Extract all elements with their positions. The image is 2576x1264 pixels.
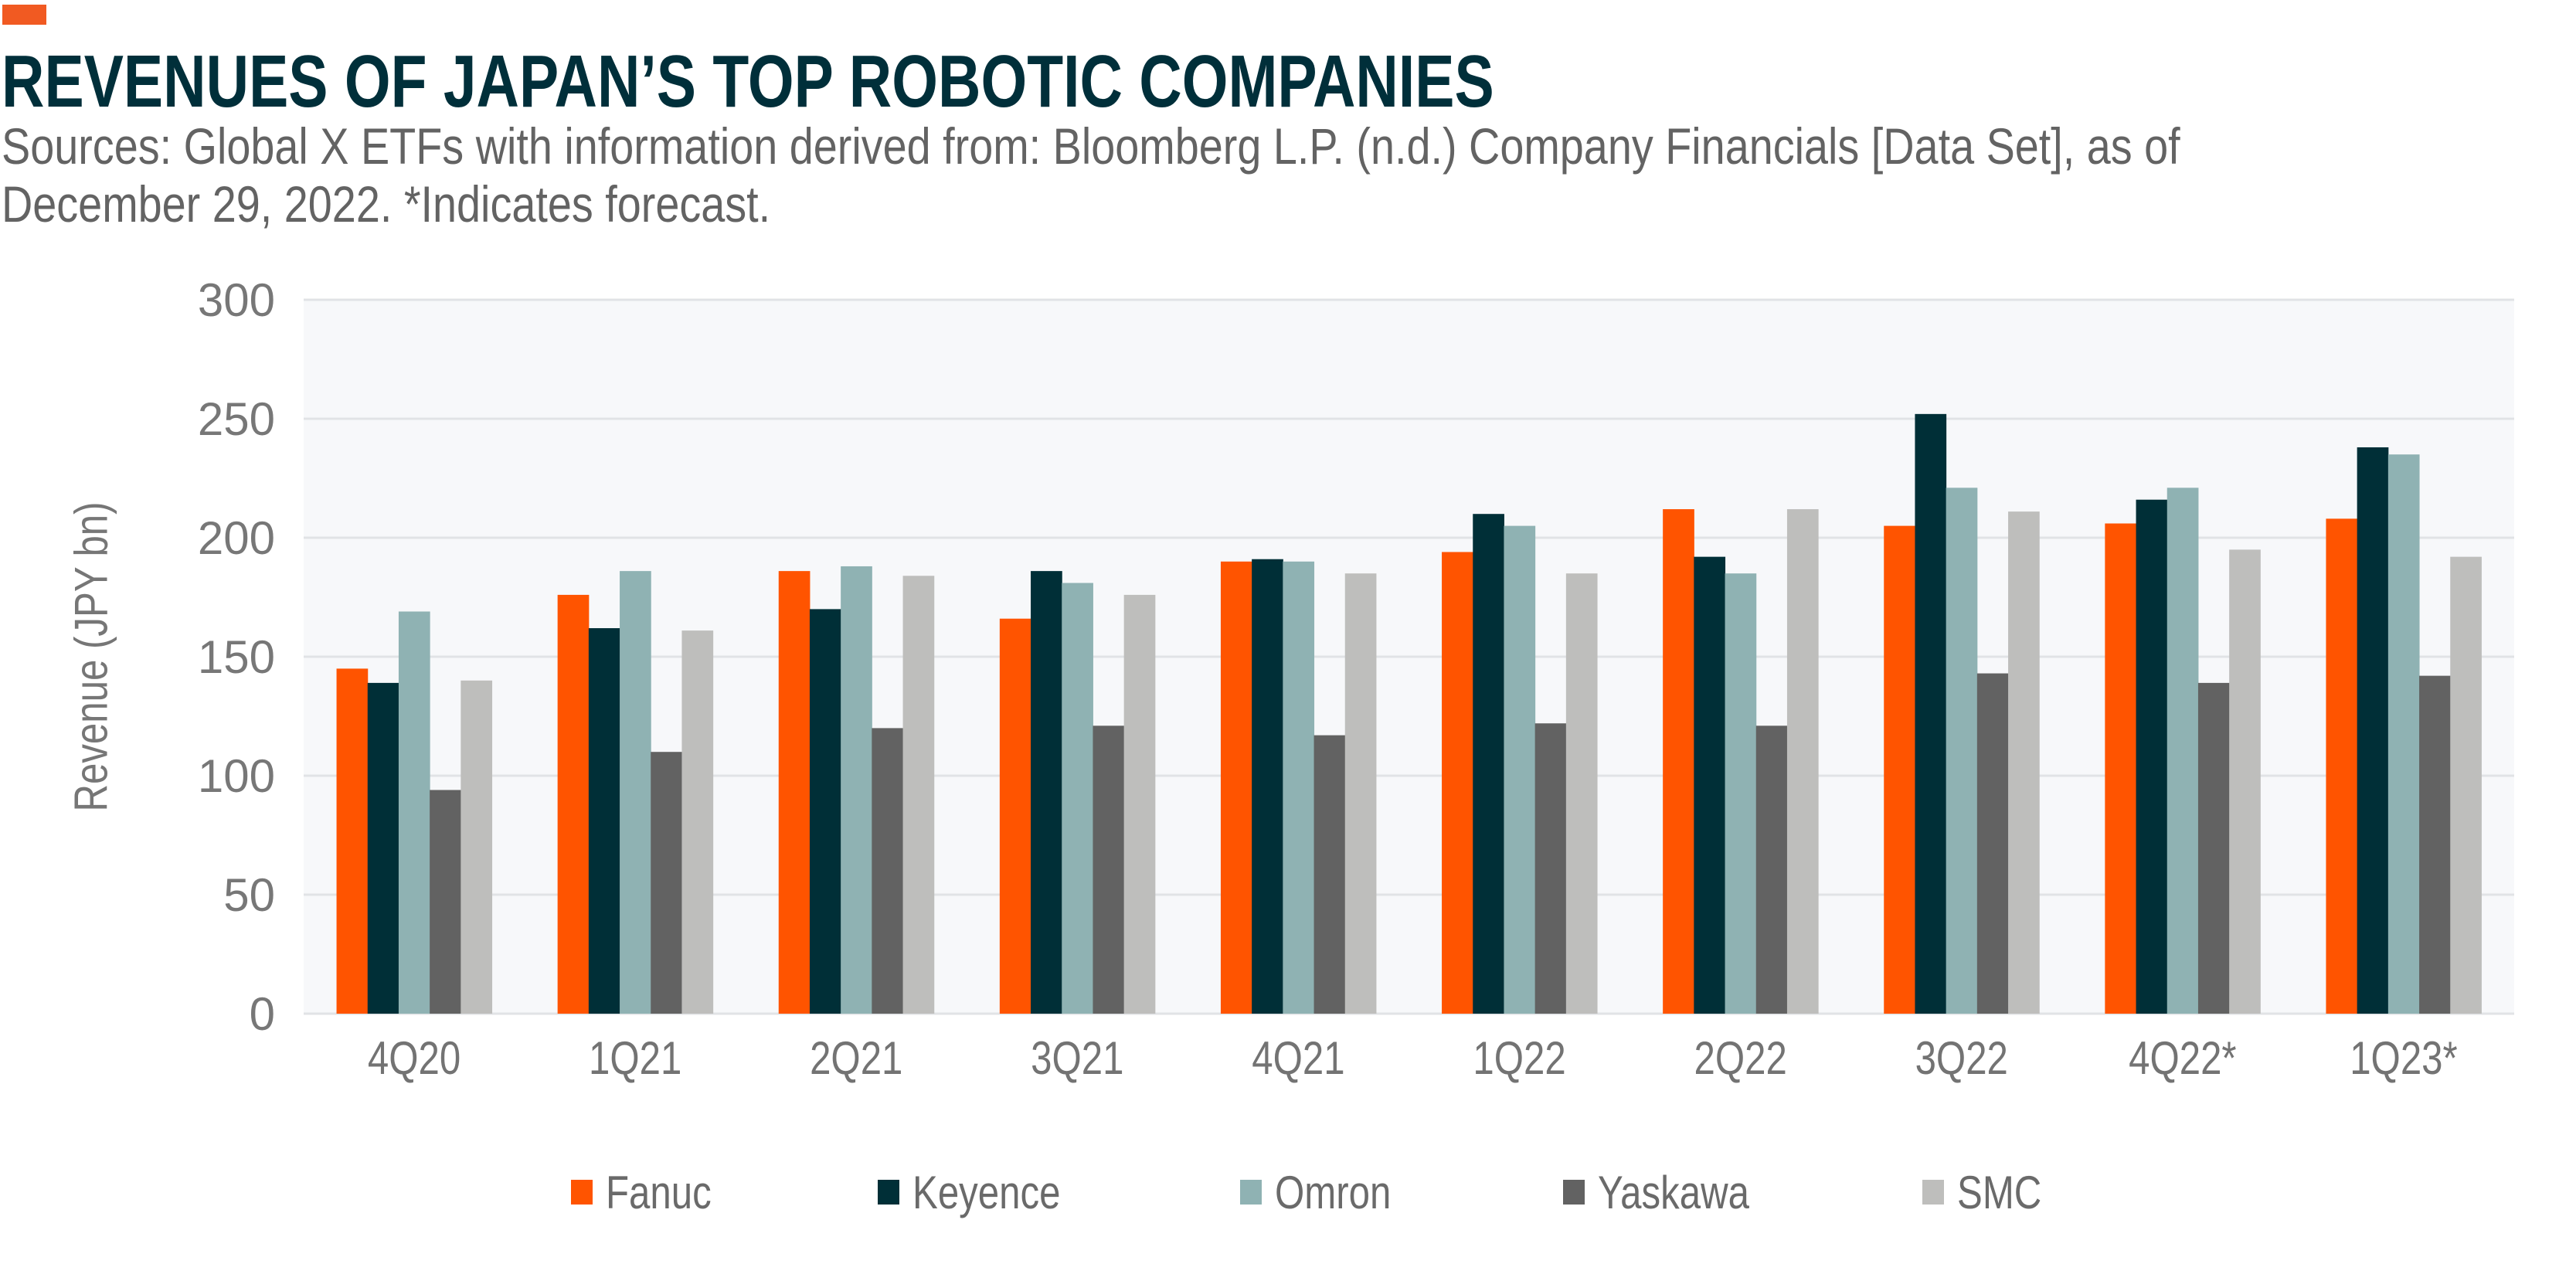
bar-fanuc-4q21 [1220,561,1252,1014]
x-tick-label: 1Q23* [2350,1031,2457,1084]
legend-label: Yaskawa [1598,1166,1749,1218]
legend-swatch-icon [1563,1180,1585,1205]
legend-swatch-icon [1240,1180,1262,1205]
bar-omron-2q22 [1725,573,1757,1014]
bar-omron-1q23 [2387,454,2420,1014]
legend-swatch-icon [571,1180,593,1205]
bar-fanuc-2q22 [1663,509,1694,1014]
legend-label: Keyence [912,1166,1061,1218]
bar-omron-2q21 [841,566,872,1014]
x-tick-label: 1Q22 [1473,1031,1565,1084]
bar-yaskawa-1q23 [2419,675,2451,1014]
bar-yaskawa-4q20 [430,790,461,1014]
y-tick-label: 100 [198,750,275,802]
legend-item-fanuc: Fanuc [571,1165,735,1219]
bar-yaskawa-2q21 [872,728,904,1014]
bar-yaskawa-2q22 [1755,725,1788,1014]
bar-omron-3q22 [1946,488,1978,1014]
legend-label: Omron [1275,1166,1392,1218]
bar-omron-4q20 [398,611,430,1014]
bar-fanuc-2q21 [778,571,811,1014]
x-tick-label: 1Q21 [589,1031,681,1084]
y-tick-label: 50 [223,869,275,921]
legend-swatch-icon [1922,1180,1944,1205]
bar-smc-3q22 [2008,511,2040,1014]
bar-smc-4q20 [460,680,493,1014]
y-tick-label: 250 [198,393,275,445]
bar-keyence-3q21 [1031,571,1062,1014]
bars [336,413,2482,1014]
bar-fanuc-1q23 [2326,518,2358,1014]
bar-fanuc-3q21 [999,618,1031,1014]
legend: Fanuc Keyence Omron Yaskawa SMC [0,1165,2576,1219]
bar-smc-1q22 [1565,573,1598,1014]
legend-label: SMC [1957,1166,2042,1218]
bar-yaskawa-1q22 [1534,723,1567,1014]
subtitle-line-2: December 29, 2022. *Indicates forecast. [2,175,771,233]
legend-swatch-icon [878,1180,899,1205]
legend-item-smc: SMC [1922,1165,2060,1219]
y-tick-label: 200 [198,512,275,564]
bar-fanuc-4q22 [2105,523,2137,1014]
x-tick-label: 3Q21 [1031,1031,1123,1084]
x-tick-label: 2Q22 [1694,1031,1786,1084]
bar-yaskawa-4q22 [2197,682,2230,1014]
bar-fanuc-1q21 [557,594,590,1014]
bar-fanuc-4q20 [336,668,369,1014]
bar-smc-2q21 [902,576,935,1014]
bar-smc-1q21 [681,630,714,1014]
y-tick-label: 0 [250,988,275,1040]
legend-item-omron: Omron [1240,1165,1416,1219]
bar-yaskawa-1q21 [651,752,682,1014]
bar-smc-2q22 [1786,509,1819,1014]
bar-omron-1q21 [620,571,651,1014]
bar-smc-4q21 [1344,573,1377,1014]
x-tick-label: 2Q21 [810,1031,902,1084]
chart-subtitle: Sources: Global X ETFs with information … [2,117,2180,233]
bar-smc-4q22 [2229,549,2261,1014]
bar-yaskawa-3q21 [1093,725,1125,1014]
bar-yaskawa-4q21 [1313,735,1346,1014]
y-tick-label: 300 [198,274,275,326]
legend-item-keyence: Keyence [878,1165,1093,1219]
bar-keyence-3q22 [1915,413,1947,1014]
bar-omron-1q22 [1504,525,1536,1014]
bar-keyence-2q21 [809,609,841,1014]
bar-omron-4q22 [2166,488,2199,1014]
bar-keyence-4q22 [2136,499,2168,1014]
legend-item-yaskawa: Yaskawa [1563,1165,1782,1219]
y-axis-ticks: 0 50 100 150 200 250 300 [198,274,275,1040]
bar-smc-3q21 [1123,594,1156,1014]
legend-label: Fanuc [606,1166,712,1218]
bar-keyence-1q22 [1473,514,1504,1014]
bar-omron-4q21 [1283,561,1315,1014]
bar-keyence-4q20 [367,682,399,1014]
bar-keyence-4q21 [1252,559,1283,1014]
y-tick-label: 150 [198,631,275,683]
x-tick-label: 3Q22 [1915,1031,2008,1084]
bar-fanuc-1q22 [1442,552,1473,1014]
subtitle-line-1: Sources: Global X ETFs with information … [2,117,2180,175]
bar-smc-1q23 [2450,556,2482,1014]
bar-omron-3q21 [1062,583,1093,1014]
x-axis-ticks: 4Q20 1Q21 2Q21 3Q21 4Q21 1Q22 2Q22 3Q22 4Q22* 1Q2… [368,1031,2458,1084]
x-tick-label: 4Q20 [368,1031,460,1084]
brand-accent-bar [2,5,46,25]
chart-title: REVENUES OF JAPAN’S TOP ROBOTIC COMPANIE… [2,40,1494,123]
bar-fanuc-3q22 [1884,525,1915,1014]
bar-yaskawa-3q22 [1976,673,2009,1014]
x-tick-label: 4Q21 [1252,1031,1344,1084]
bar-keyence-1q21 [588,628,620,1014]
x-tick-label: 4Q22* [2129,1031,2236,1084]
bar-keyence-1q23 [2357,447,2389,1014]
bar-keyence-2q22 [1694,556,1726,1014]
